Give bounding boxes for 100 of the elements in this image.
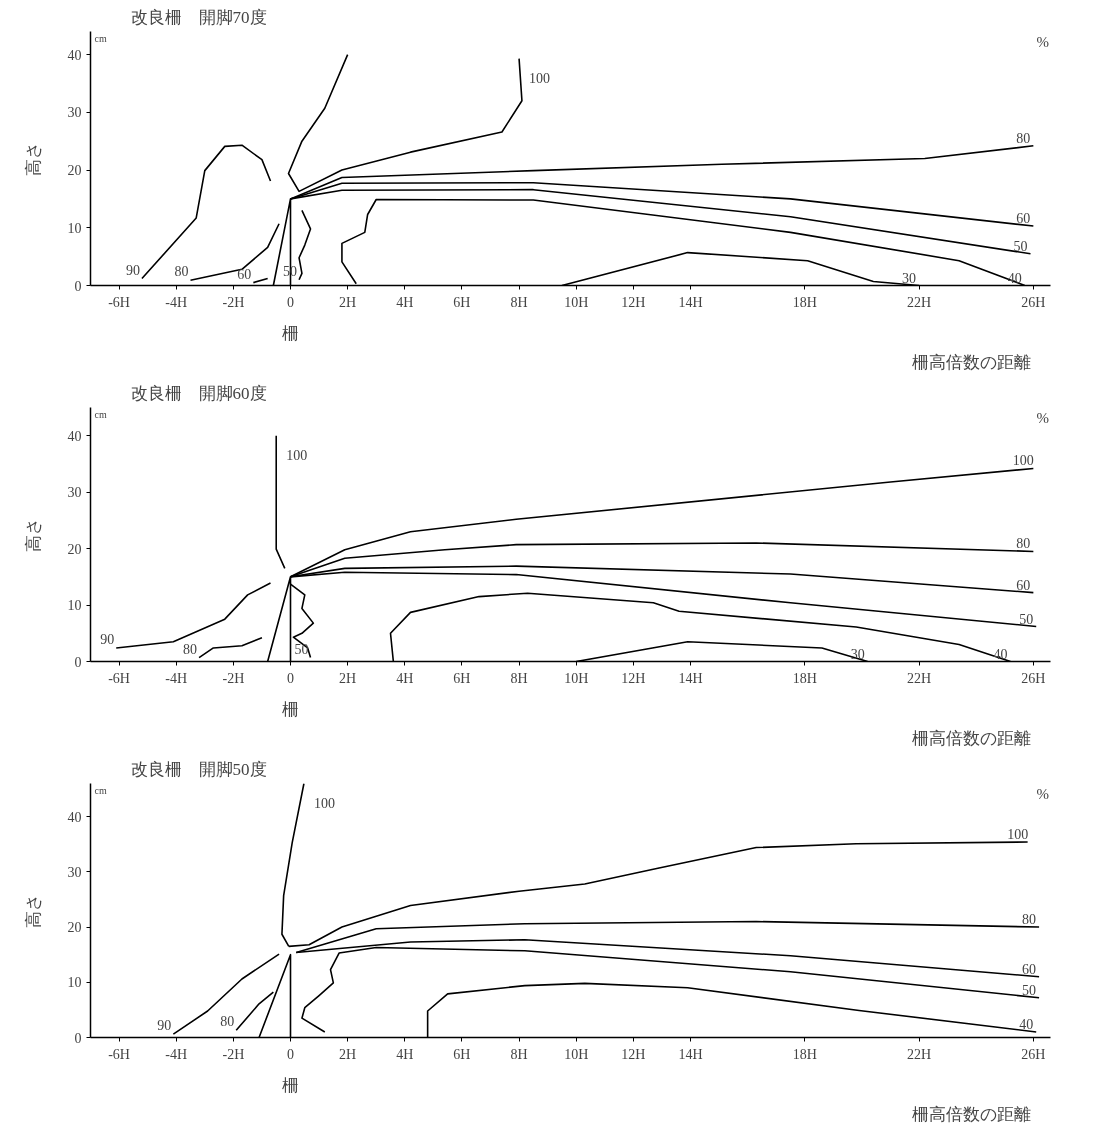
x-tick-label: 26H	[1021, 1046, 1046, 1062]
y-axis-title: 高さ	[23, 141, 43, 176]
series-label: 100	[529, 70, 551, 86]
x-tick-label: -4H	[165, 294, 188, 310]
x-tick-label: 22H	[907, 1046, 932, 1062]
y-tick-label: 10	[67, 220, 82, 236]
x-tick-label: 2H	[339, 1046, 357, 1062]
y-tick-label: 0	[74, 1030, 82, 1046]
series-label: 50	[1019, 611, 1034, 627]
series-label: 40	[1019, 1016, 1034, 1032]
annotation: cm	[94, 32, 107, 44]
x-tick-label: 22H	[907, 670, 932, 686]
x-tick-label: 18H	[792, 294, 817, 310]
x-tick-label: 12H	[621, 294, 646, 310]
chart-title: 改良柵 開脚70度	[130, 7, 267, 27]
y-tick-label: 30	[67, 864, 82, 880]
x-tick-label: 4H	[396, 670, 414, 686]
x-tick-label: 10H	[564, 294, 589, 310]
x-tick-label: -2H	[222, 1046, 245, 1062]
x-tick-label: -4H	[165, 1046, 188, 1062]
x-axis-title: 柵高倍数の距離	[911, 352, 1031, 372]
chart-title: 改良柵 開脚60度	[130, 383, 267, 403]
x-tick-label: 8H	[510, 294, 528, 310]
y-tick-label: 30	[67, 485, 82, 501]
x-tick-label: 18H	[792, 670, 817, 686]
text: 柵	[282, 1075, 299, 1095]
x-tick-label: -6H	[108, 294, 130, 310]
x-tick-label: 2H	[339, 670, 357, 686]
series-label: 100	[1012, 453, 1034, 469]
y-tick-label: 10	[67, 598, 82, 614]
x-tick-label: 12H	[621, 1046, 646, 1062]
x-tick-label: 10H	[564, 1046, 589, 1062]
series-label: 80	[183, 641, 198, 657]
y-tick-label: 30	[67, 105, 82, 121]
x-tick-label: 0	[287, 670, 294, 686]
x-tick-label: 6H	[453, 1046, 471, 1062]
series-label: 100	[1007, 827, 1029, 843]
x-tick-label: 12H	[621, 670, 646, 686]
x-tick-label: 26H	[1021, 670, 1046, 686]
series-label: 80	[1016, 536, 1031, 552]
x-axis-title: 柵高倍数の距離	[911, 728, 1031, 748]
x-tick-label: 14H	[678, 670, 703, 686]
y-tick-label: 20	[67, 163, 82, 179]
series-label: 80	[1016, 130, 1031, 146]
x-tick-label: 14H	[678, 294, 703, 310]
x-tick-label: 8H	[510, 670, 528, 686]
text: 柵	[282, 323, 299, 343]
x-tick-label: 26H	[1021, 294, 1046, 310]
series-label: 90	[125, 262, 140, 278]
y-tick-label: 40	[67, 47, 82, 63]
series-label: 50	[1013, 238, 1028, 254]
y-tick-label: 10	[67, 975, 82, 991]
series-label: 100	[286, 447, 308, 463]
annotation: %	[1036, 409, 1049, 426]
x-axis-title: 柵高倍数の距離	[911, 1104, 1031, 1124]
x-tick-label: 4H	[396, 294, 414, 310]
series-label: 50	[1022, 982, 1037, 998]
y-tick-label: 0	[74, 654, 82, 670]
x-tick-label: 8H	[510, 1046, 528, 1062]
series-label: 80	[1022, 912, 1037, 928]
x-tick-label: 6H	[453, 670, 471, 686]
y-tick-label: 40	[67, 428, 82, 444]
x-tick-label: -6H	[108, 1046, 130, 1062]
series-label: 30	[850, 646, 865, 662]
series-label: 90	[100, 631, 115, 647]
x-tick-label: -4H	[165, 670, 188, 686]
x-tick-label: 22H	[907, 294, 932, 310]
annotation: cm	[94, 408, 107, 420]
series-label: 100	[313, 795, 335, 811]
x-tick-label: 0	[287, 294, 294, 310]
annotation: %	[1036, 785, 1049, 802]
series-label: 60	[1016, 577, 1031, 593]
x-tick-label: 6H	[453, 294, 471, 310]
series-label: 60	[237, 266, 252, 282]
annotation: %	[1036, 33, 1049, 50]
series-label: 40	[993, 646, 1008, 662]
x-tick-label: -2H	[222, 670, 245, 686]
y-axis-title: 高さ	[23, 517, 43, 552]
y-tick-label: 20	[67, 541, 82, 557]
series-label: 30	[902, 270, 917, 286]
x-tick-label: 18H	[792, 1046, 817, 1062]
series-label: 60	[1022, 961, 1037, 977]
x-tick-label: -6H	[108, 670, 130, 686]
y-tick-label: 20	[67, 920, 82, 936]
text: 柵	[282, 699, 299, 719]
x-tick-label: 14H	[678, 1046, 703, 1062]
x-tick-label: 4H	[396, 1046, 414, 1062]
y-axis-title: 高さ	[23, 893, 43, 928]
series-label: 90	[157, 1018, 172, 1034]
x-tick-label: 0	[287, 1046, 294, 1062]
y-tick-label: 40	[67, 809, 82, 825]
annotation: cm	[94, 784, 107, 796]
series-label: 80	[174, 264, 189, 280]
x-tick-label: -2H	[222, 294, 245, 310]
chart-title: 改良柵 開脚50度	[130, 759, 267, 779]
series-label: 60	[1016, 211, 1031, 227]
x-tick-label: 10H	[564, 670, 589, 686]
y-tick-label: 0	[74, 278, 82, 294]
x-tick-label: 2H	[339, 294, 357, 310]
series-label: 80	[220, 1014, 235, 1030]
